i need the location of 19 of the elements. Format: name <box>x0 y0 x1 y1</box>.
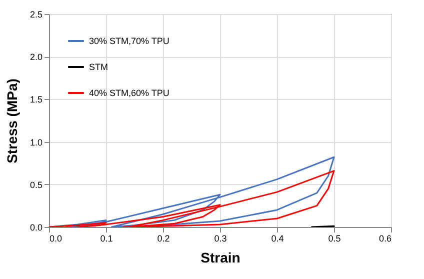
y-tick-label: 1.0 <box>30 137 42 148</box>
x-tick-label: 0.0 <box>50 234 62 244</box>
x-tick-label: 0.3 <box>214 234 227 244</box>
x-tick-label: 0.6 <box>378 234 392 244</box>
y-tick-label: 2.0 <box>30 52 42 62</box>
y-axis-title: Stress (MPa) <box>4 78 20 164</box>
x-tick-label: 0.1 <box>100 234 113 244</box>
x-tick-label: 0.5 <box>328 234 341 244</box>
x-tick-label: 0.2 <box>157 234 170 244</box>
legend-label: 30% STM,70% TPU <box>89 36 170 46</box>
y-tick-label: 2.5 <box>30 10 42 20</box>
line-series <box>49 170 335 227</box>
y-tick-label: 0.0 <box>30 222 42 232</box>
legend-label: STM <box>89 62 108 72</box>
x-axis-title: Strain <box>200 250 240 266</box>
y-tick-label: 1.5 <box>30 94 42 105</box>
y-tick-label: 0.5 <box>30 180 42 190</box>
legend-label: 40% STM,60% TPU <box>89 88 170 98</box>
x-tick-label: 0.4 <box>271 234 284 244</box>
